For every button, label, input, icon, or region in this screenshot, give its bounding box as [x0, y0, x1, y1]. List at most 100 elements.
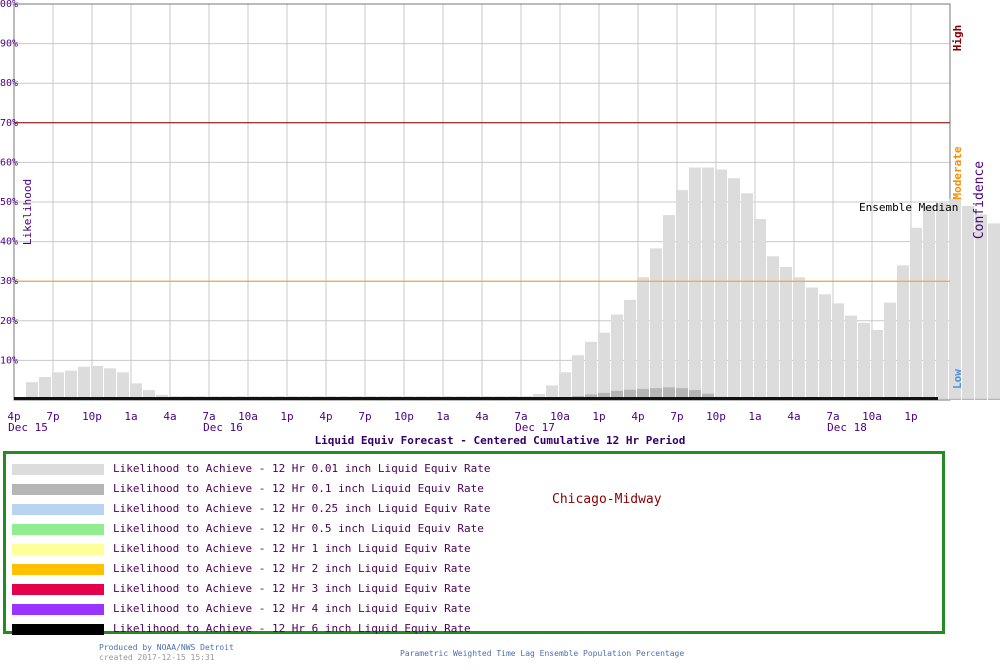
- ensemble-median-annotation: Ensemble Median: [859, 201, 958, 214]
- bar: [962, 398, 974, 400]
- bar: [689, 390, 701, 400]
- legend-item: Likelihood to Achieve - 12 Hr 4 inch Liq…: [12, 602, 472, 616]
- bar: [572, 355, 584, 400]
- bar: [832, 303, 844, 400]
- bar: [767, 256, 779, 400]
- bar: [676, 388, 688, 400]
- legend-item: Likelihood to Achieve - 12 Hr 0.5 inch L…: [12, 522, 484, 536]
- bar: [65, 370, 77, 400]
- x-tick-label: 7p: [670, 410, 683, 423]
- legend-swatch: [12, 484, 104, 495]
- bar: [962, 205, 974, 400]
- legend-swatch: [12, 504, 104, 515]
- legend-swatch: [12, 544, 104, 555]
- y-axis-label: Likelihood: [21, 179, 34, 245]
- legend-label: Likelihood to Achieve - 12 Hr 1 inch Liq…: [113, 542, 471, 555]
- bar: [975, 214, 987, 400]
- bar: [819, 294, 831, 400]
- confidence-label: Low: [951, 369, 964, 389]
- bar: [117, 372, 129, 400]
- x-tick-label: 1p: [592, 410, 605, 423]
- legend-item: Likelihood to Achieve - 12 Hr 6 inch Liq…: [12, 622, 472, 636]
- x-tick-label: 10p: [394, 410, 414, 423]
- bar: [923, 205, 935, 400]
- x-tick-label: 7p: [358, 410, 371, 423]
- bar: [910, 227, 922, 400]
- legend-label: Likelihood to Achieve - 12 Hr 2 inch Liq…: [113, 562, 471, 575]
- produced-by: Produced by NOAA/NWS Detroit: [99, 643, 234, 652]
- x-tick-label: 1a: [436, 410, 449, 423]
- bar: [130, 383, 142, 400]
- legend-swatch: [12, 624, 104, 635]
- x-tick-label: 10a: [862, 410, 882, 423]
- bar: [143, 390, 155, 400]
- y-tick-label: 100%: [0, 0, 18, 10]
- bar: [104, 368, 116, 400]
- y-tick-label: 90%: [0, 39, 18, 50]
- y-tick-label: 50%: [0, 197, 18, 208]
- legend-swatch: [12, 464, 104, 475]
- legend-swatch: [12, 604, 104, 615]
- bar: [624, 389, 636, 400]
- bar: [26, 382, 38, 400]
- x-tick-label: 1a: [748, 410, 761, 423]
- bars-layer: [14, 167, 1000, 400]
- legend-item: Likelihood to Achieve - 12 Hr 0.25 inch …: [12, 502, 491, 516]
- bar: [663, 387, 675, 400]
- x-tick-label: 4a: [475, 410, 488, 423]
- baseline-bar-6inch: [14, 397, 938, 400]
- confidence-axis-label: Confidence: [972, 161, 987, 239]
- legend-label: Likelihood to Achieve - 12 Hr 4 inch Liq…: [113, 602, 471, 615]
- date-label: Dec 16: [203, 421, 243, 434]
- legend-item: Likelihood to Achieve - 12 Hr 1 inch Liq…: [12, 542, 472, 556]
- x-tick-label: 1p: [280, 410, 293, 423]
- bar: [91, 365, 103, 400]
- x-tick-label: 4p: [631, 410, 644, 423]
- bar: [845, 315, 857, 400]
- bar: [858, 322, 870, 400]
- x-tick-label: 7a: [826, 410, 839, 423]
- axis-labels: 10% 20% 30% 40% 50% 60% 70% 80% 90% 100% 4p 7p 10p 1a…: [0, 0, 987, 434]
- y-tick-label: 70%: [0, 118, 18, 129]
- y-tick-label: 60%: [0, 157, 18, 168]
- bar: [585, 341, 597, 400]
- bar: [988, 398, 1000, 400]
- y-tick-label: 10%: [0, 355, 18, 366]
- threshold-lines: [14, 122, 950, 282]
- legend-label: Likelihood to Achieve - 12 Hr 0.01 inch …: [113, 462, 491, 475]
- created-date: created 2017-12-15 15:31: [99, 653, 215, 662]
- bar: [936, 203, 948, 400]
- legend-box: Likelihood to Achieve - 12 Hr 0.01 inch …: [3, 451, 945, 636]
- bar: [637, 277, 649, 400]
- legend-label: Likelihood to Achieve - 12 Hr 3 inch Liq…: [113, 582, 471, 595]
- legend-label: Likelihood to Achieve - 12 Hr 0.5 inch L…: [113, 522, 484, 535]
- x-tick-label: 4p: [319, 410, 332, 423]
- chart-area: 10% 20% 30% 40% 50% 60% 70% 80% 90% 100% 4p 7p 10p 1a…: [0, 0, 1000, 434]
- legend-swatch: [12, 564, 104, 575]
- y-tick-label: 30%: [0, 276, 18, 287]
- x-tick-label: 4p: [7, 410, 20, 423]
- legend-swatch: [12, 524, 104, 535]
- x-tick-label: 1p: [904, 410, 917, 423]
- x-tick-label: 10p: [82, 410, 102, 423]
- bar: [650, 388, 662, 400]
- bar: [598, 332, 610, 400]
- bar: [949, 198, 961, 400]
- date-label: Dec 15: [8, 421, 48, 434]
- bar: [988, 223, 1000, 400]
- footer-caption: Parametric Weighted Time Lag Ensemble Po…: [400, 649, 685, 658]
- x-tick-label: 4a: [163, 410, 176, 423]
- confidence-label: High: [951, 25, 964, 52]
- bar: [78, 366, 90, 400]
- legend-item: Likelihood to Achieve - 12 Hr 3 inch Liq…: [12, 582, 472, 596]
- bar: [611, 390, 623, 400]
- x-tick-label: 10p: [706, 410, 726, 423]
- bar: [637, 388, 649, 400]
- x-tick-label: 1a: [124, 410, 137, 423]
- bar: [624, 299, 636, 400]
- x-tick-label: 7a: [514, 410, 527, 423]
- x-tick-label: 10a: [238, 410, 258, 423]
- x-tick-label: 7a: [202, 410, 215, 423]
- bar: [546, 385, 558, 400]
- bar: [611, 314, 623, 400]
